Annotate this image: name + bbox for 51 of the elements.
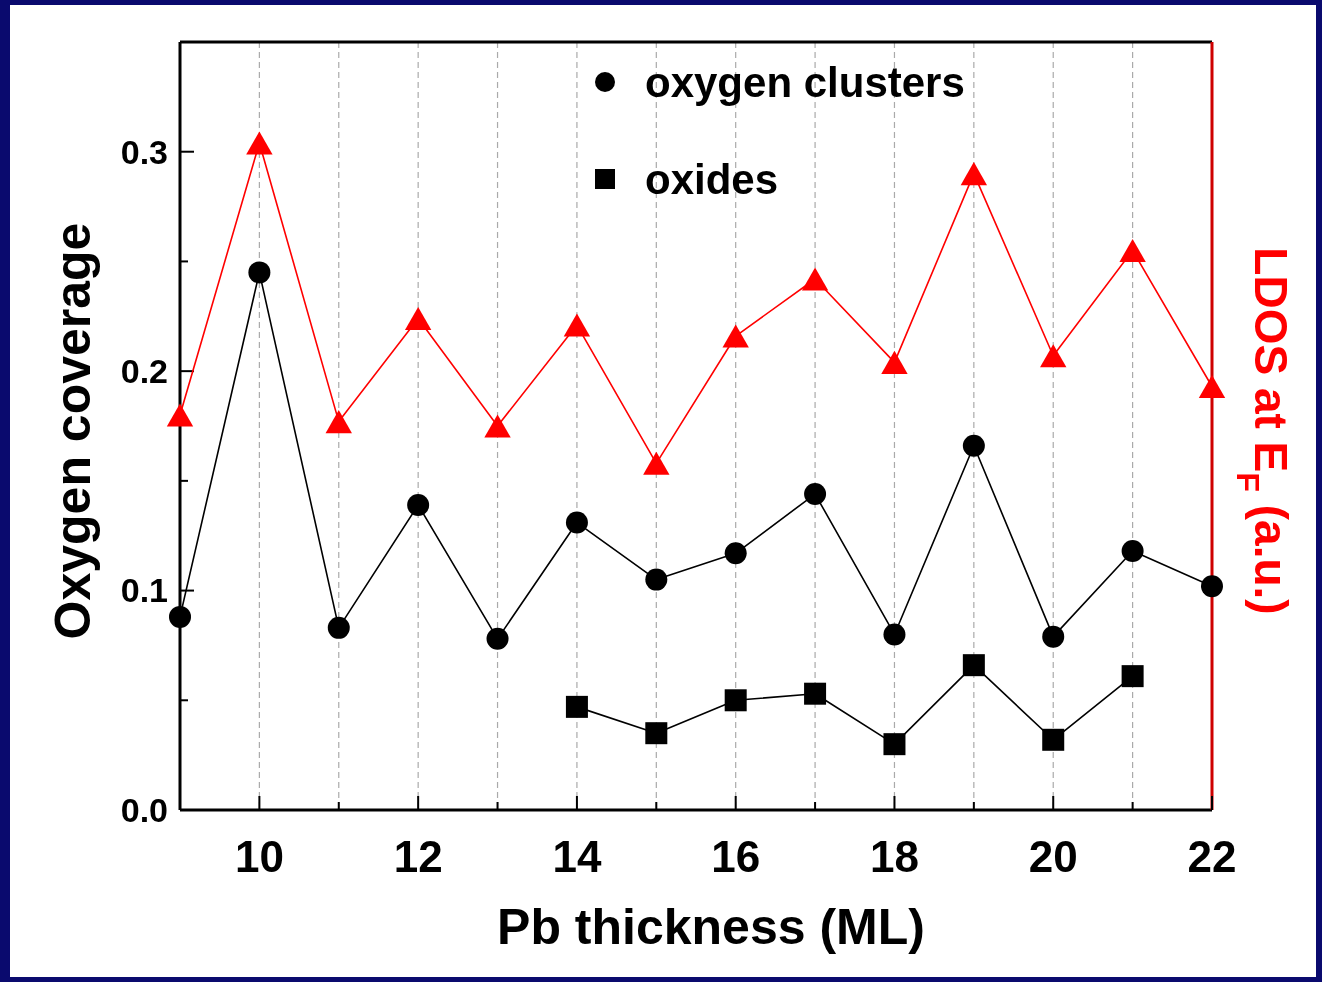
point [804, 483, 827, 506]
point [1121, 665, 1144, 688]
point [404, 306, 432, 331]
x-tick-label: 14 [552, 832, 602, 881]
point [169, 605, 191, 628]
point [881, 350, 908, 374]
legend-label: oxides [645, 155, 779, 203]
point [563, 313, 591, 337]
x-tick-label: 18 [869, 832, 919, 881]
point [327, 616, 350, 639]
point [643, 451, 670, 475]
x-tick-label: 10 [234, 832, 284, 881]
point [486, 627, 509, 650]
point [246, 131, 273, 155]
point [325, 410, 352, 434]
point [883, 623, 906, 646]
legend-label: oxygen clusters [645, 58, 965, 106]
x-tick-label: 20 [1028, 832, 1078, 881]
y-axis-title: Oxygen coverage [45, 222, 101, 640]
point [962, 654, 985, 677]
x-tick-label: 22 [1187, 832, 1237, 881]
point [1121, 540, 1144, 563]
point [248, 261, 271, 284]
point [1040, 344, 1067, 368]
y-tick-label: 0.0 [120, 790, 168, 829]
x-tick-label: 16 [711, 832, 761, 881]
y-tick-label: 0.2 [120, 352, 168, 391]
x-axis-title: Pb thickness (ML) [497, 899, 925, 955]
point [724, 542, 747, 565]
point [883, 733, 906, 756]
point [804, 682, 827, 705]
point [565, 511, 588, 534]
point [1119, 238, 1146, 263]
y-tick-label: 0.3 [120, 132, 168, 171]
point [645, 722, 668, 745]
point [565, 695, 588, 718]
point [962, 434, 985, 457]
point [1042, 625, 1065, 648]
point [722, 324, 749, 348]
point [484, 414, 511, 438]
point [724, 689, 747, 712]
point [960, 162, 988, 186]
x-tick-label: 12 [393, 832, 443, 881]
point [166, 403, 194, 427]
point [1042, 728, 1065, 751]
point [1201, 575, 1223, 598]
y-tick-label: 0.1 [120, 571, 168, 610]
point [407, 493, 430, 516]
point [801, 267, 829, 291]
point [1198, 374, 1226, 399]
point [645, 568, 668, 591]
